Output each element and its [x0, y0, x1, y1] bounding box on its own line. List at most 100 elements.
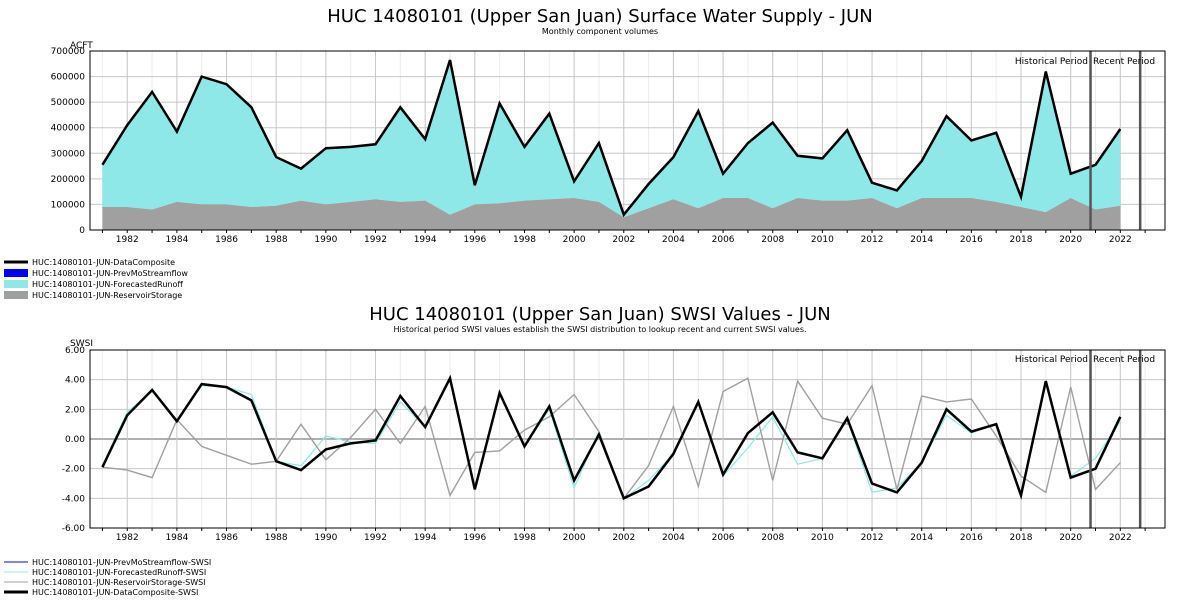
- x-tick-label: 2000: [563, 235, 586, 245]
- y-tick-label: 6.00: [65, 346, 85, 356]
- y-tick-label: 700000: [51, 47, 86, 57]
- legend-label: HUC:14080101-JUN-DataComposite: [32, 258, 175, 267]
- y-tick-label: -4.00: [62, 494, 86, 504]
- x-tick-label: 2004: [662, 533, 685, 543]
- supply-chart-x-ticks: 1982 1984 1986 1988 1990 1992 1994 1996 1998 2000…: [101, 230, 1146, 245]
- x-tick-label: 2014: [910, 533, 933, 543]
- swsi-chart-y-ticks: -6.00 -4.00 -2.00 0.00 2.00 4.00 6.00: [62, 346, 86, 534]
- y-tick-label: 0.00: [65, 435, 85, 445]
- legend-swatch: [4, 280, 28, 288]
- legend-label: HUC:14080101-JUN-ForecastedRunoff: [32, 280, 183, 289]
- supply-historical-period-label: Historical Period: [1015, 57, 1088, 67]
- swsi-chart-period-lines: [1089, 350, 1142, 528]
- x-tick-label: 2016: [960, 533, 983, 543]
- y-tick-label: -2.00: [62, 465, 86, 475]
- x-tick-label: 2018: [1010, 533, 1033, 543]
- x-tick-label: 2020: [1059, 533, 1082, 543]
- supply-chart-title: HUC 14080101 (Upper San Juan) Surface Wa…: [327, 6, 873, 27]
- legend-label: HUC:14080101-JUN-ForecastedRunoff-SWSI: [32, 568, 206, 577]
- x-tick-label: 2008: [761, 533, 784, 543]
- x-tick-label: 2000: [563, 533, 586, 543]
- swsi-historical-period-label: Historical Period: [1015, 355, 1088, 365]
- y-tick-label: 300000: [51, 149, 86, 159]
- legend-item-forecastedrunoff: HUC:14080101-JUN-ForecastedRunoff: [4, 280, 183, 289]
- x-tick-label: 2016: [960, 235, 983, 245]
- x-tick-label: 1990: [314, 533, 337, 543]
- x-tick-label: 1982: [116, 235, 139, 245]
- legend-item-forecastedrunoff-swsi: HUC:14080101-JUN-ForecastedRunoff-SWSI: [4, 568, 206, 577]
- legend-item-datacomposite: HUC:14080101-JUN-DataComposite: [4, 258, 175, 267]
- legend-swatch: [4, 269, 28, 277]
- x-tick-label: 1994: [414, 235, 437, 245]
- swsi-chart-ylabel: SWSI: [70, 339, 93, 349]
- supply-chart-legend: HUC:14080101-JUN-DataComposite HUC:14080…: [4, 258, 188, 300]
- x-tick-label: 2010: [811, 533, 834, 543]
- legend-item-prevmostreamflow: HUC:14080101-JUN-PrevMoStreamflow: [4, 269, 188, 278]
- y-tick-label: 400000: [51, 124, 86, 134]
- supply-chart-period-lines: [1089, 51, 1142, 230]
- x-tick-label: 2022: [1109, 235, 1132, 245]
- supply-chart: HUC 14080101 (Upper San Juan) Surface Wa…: [51, 6, 1166, 245]
- area-reservoirstorage: [102, 198, 1121, 230]
- x-tick-label: 2004: [662, 235, 685, 245]
- line-datacomposite: [101, 59, 1122, 218]
- swsi-chart-legend: HUC:14080101-JUN-PrevMoStreamflow-SWSI H…: [4, 558, 211, 597]
- line-datacomposite-swsi: [101, 374, 1122, 501]
- legend-item-datacomposite-swsi: HUC:14080101-JUN-DataComposite-SWSI: [4, 588, 198, 597]
- x-tick-label: 1998: [513, 235, 536, 245]
- x-tick-label: 2002: [612, 235, 635, 245]
- x-tick-label: 2008: [761, 235, 784, 245]
- legend-item-prevmostreamflow-swsi: HUC:14080101-JUN-PrevMoStreamflow-SWSI: [4, 558, 211, 567]
- x-tick-label: 1982: [116, 533, 139, 543]
- x-tick-label: 2014: [910, 235, 933, 245]
- y-tick-label: 500000: [51, 98, 86, 108]
- y-tick-label: -6.00: [62, 524, 86, 534]
- x-tick-label: 1988: [265, 533, 288, 543]
- supply-chart-y-ticks: 0 100000 200000 300000 400000 500000 600000 700…: [51, 47, 86, 236]
- legend-label: HUC:14080101-JUN-DataComposite-SWSI: [32, 588, 198, 597]
- y-tick-label: 0: [79, 226, 85, 236]
- legend-label: HUC:14080101-JUN-PrevMoStreamflow: [32, 269, 188, 278]
- supply-chart-subtitle: Monthly component volumes: [542, 27, 658, 36]
- supply-chart-ylabel: ACFT: [70, 41, 93, 51]
- x-tick-label: 2006: [712, 533, 735, 543]
- x-tick-label: 1984: [165, 235, 188, 245]
- swsi-chart: HUC 14080101 (Upper San Juan) SWSI Value…: [62, 304, 1166, 543]
- swsi-chart-title: HUC 14080101 (Upper San Juan) SWSI Value…: [369, 304, 830, 325]
- swsi-chart-subtitle: Historical period SWSI values establish …: [393, 325, 806, 334]
- x-tick-label: 1996: [463, 533, 486, 543]
- legend-label: HUC:14080101-JUN-ReservoirStorage-SWSI: [32, 578, 206, 587]
- x-tick-label: 1998: [513, 533, 536, 543]
- x-tick-label: 2012: [861, 235, 884, 245]
- x-tick-label: 2002: [612, 533, 635, 543]
- y-tick-label: 600000: [51, 73, 86, 83]
- x-tick-label: 1986: [215, 235, 238, 245]
- x-tick-label: 1994: [414, 533, 437, 543]
- supply-chart-areas: [102, 60, 1121, 230]
- legend-item-reservoirstorage: HUC:14080101-JUN-ReservoirStorage: [4, 291, 182, 300]
- swsi-chart-plot-frame: [89, 349, 1166, 529]
- supply-chart-plot-frame: [89, 50, 1166, 231]
- x-tick-label: 1984: [165, 533, 188, 543]
- x-tick-label: 1990: [314, 235, 337, 245]
- x-tick-label: 2012: [861, 533, 884, 543]
- legend-swatch: [4, 291, 28, 299]
- swsi-chart-x-ticks: 1982 1984 1986 1988 1990 1992 1994 1996 1998 2000…: [101, 528, 1146, 543]
- swsi-recent-period-label: Recent Period: [1093, 355, 1155, 365]
- x-tick-label: 1996: [463, 235, 486, 245]
- x-tick-label: 2022: [1109, 533, 1132, 543]
- x-tick-label: 1992: [364, 533, 387, 543]
- y-tick-label: 100000: [51, 200, 86, 210]
- x-tick-label: 2018: [1010, 235, 1033, 245]
- supply-chart-lines: [101, 59, 1122, 218]
- legend-item-reservoirstorage-swsi: HUC:14080101-JUN-ReservoirStorage-SWSI: [4, 578, 206, 587]
- x-tick-label: 1992: [364, 235, 387, 245]
- x-tick-label: 2010: [811, 235, 834, 245]
- y-tick-label: 4.00: [65, 376, 85, 386]
- x-tick-label: 2020: [1059, 235, 1082, 245]
- legend-label: HUC:14080101-JUN-PrevMoStreamflow-SWSI: [32, 558, 211, 567]
- x-tick-label: 1986: [215, 533, 238, 543]
- swsi-chart-lines: [101, 374, 1122, 501]
- x-tick-label: 2006: [712, 235, 735, 245]
